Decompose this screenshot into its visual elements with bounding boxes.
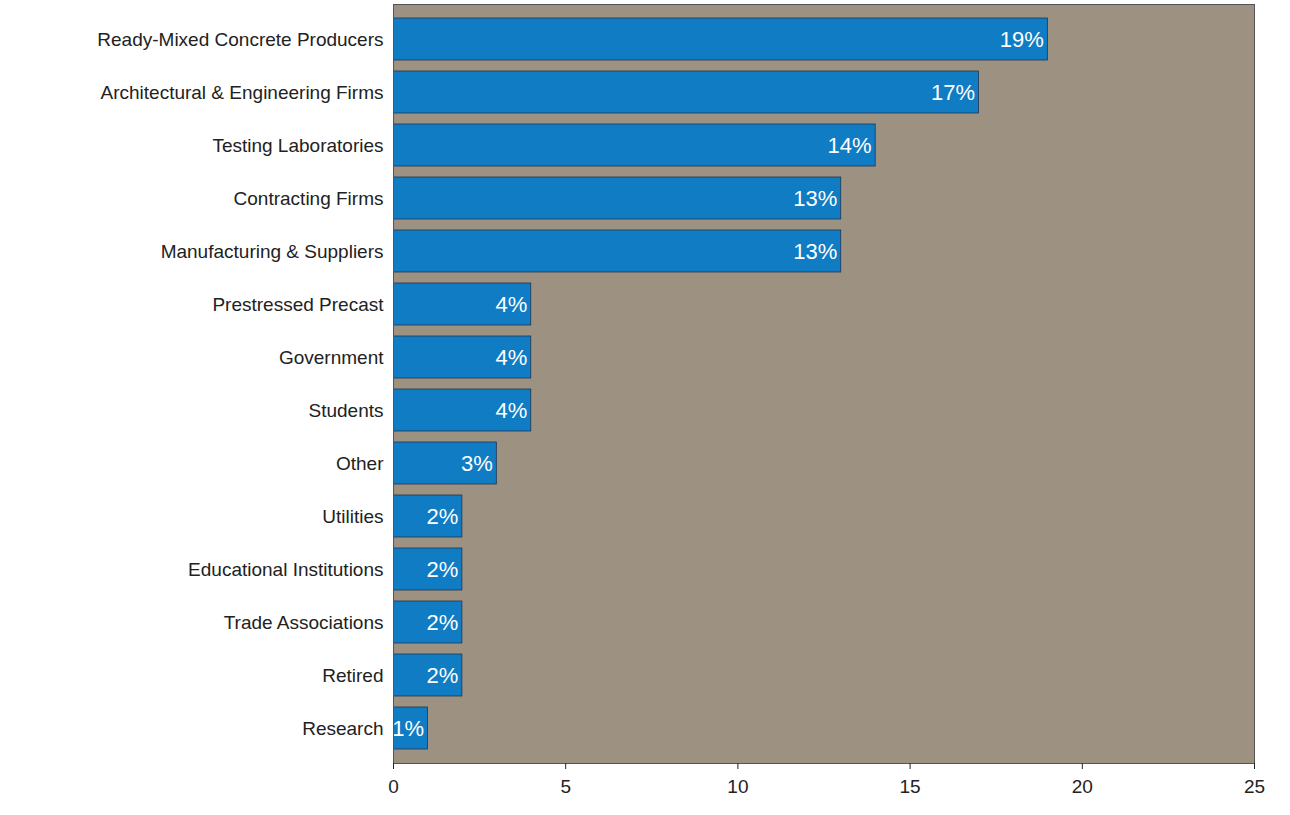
svg-text:Manufacturing & Suppliers: Manufacturing & Suppliers <box>161 241 384 262</box>
svg-text:Research: Research <box>302 718 383 739</box>
svg-text:13%: 13% <box>793 239 837 264</box>
svg-text:17%: 17% <box>931 80 975 105</box>
svg-text:4%: 4% <box>495 398 527 423</box>
svg-text:Testing Laboratories: Testing Laboratories <box>212 135 383 156</box>
svg-text:2%: 2% <box>427 504 459 529</box>
svg-text:15: 15 <box>900 776 921 797</box>
svg-text:4%: 4% <box>495 345 527 370</box>
svg-text:1%: 1% <box>392 716 424 741</box>
svg-text:Trade Associations: Trade Associations <box>224 612 384 633</box>
svg-text:3%: 3% <box>461 451 493 476</box>
svg-text:Students: Students <box>309 400 384 421</box>
svg-text:Prestressed Precast: Prestressed Precast <box>212 294 384 315</box>
svg-text:19%: 19% <box>1000 27 1044 52</box>
svg-text:2%: 2% <box>427 557 459 582</box>
svg-text:Other: Other <box>336 453 384 474</box>
svg-text:Government: Government <box>279 347 384 368</box>
svg-text:Utilities: Utilities <box>322 506 383 527</box>
svg-text:2%: 2% <box>427 663 459 688</box>
svg-text:14%: 14% <box>828 133 872 158</box>
svg-text:Educational Institutions: Educational Institutions <box>188 559 383 580</box>
svg-text:2%: 2% <box>427 610 459 635</box>
svg-text:10: 10 <box>727 776 748 797</box>
svg-text:Contracting Firms: Contracting Firms <box>234 188 384 209</box>
svg-text:Retired: Retired <box>322 665 383 686</box>
svg-text:20: 20 <box>1072 776 1093 797</box>
svg-text:4%: 4% <box>495 292 527 317</box>
svg-text:25: 25 <box>1244 776 1265 797</box>
svg-text:0: 0 <box>388 776 399 797</box>
svg-text:13%: 13% <box>793 186 837 211</box>
svg-text:Ready-Mixed Concrete Producers: Ready-Mixed Concrete Producers <box>97 29 383 50</box>
svg-text:Architectural & Engineering Fi: Architectural & Engineering Firms <box>101 82 384 103</box>
svg-text:5: 5 <box>560 776 571 797</box>
